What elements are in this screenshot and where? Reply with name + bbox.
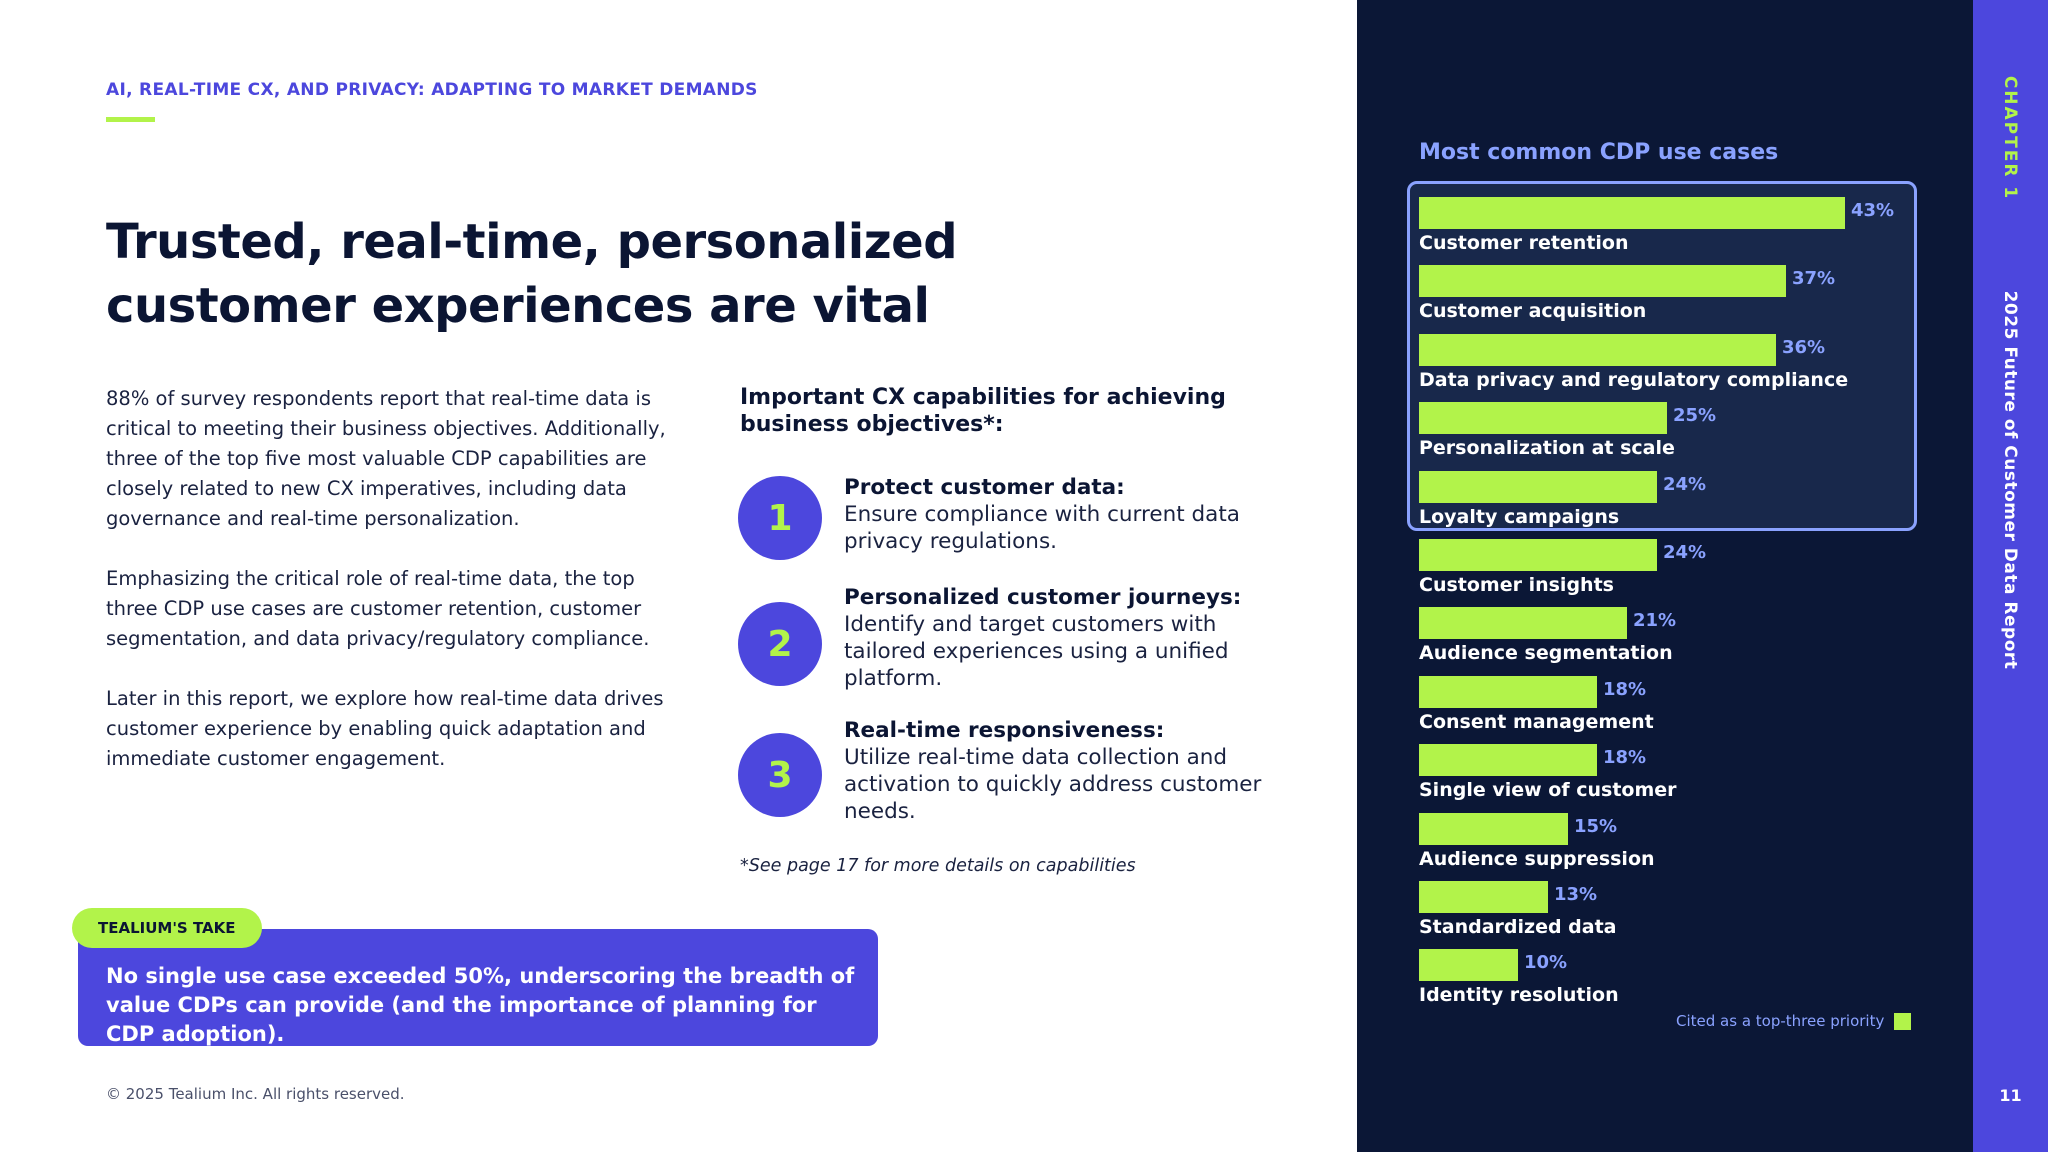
tealium-take-label: TEALIUM'S TAKE <box>72 908 262 948</box>
copyright: © 2025 Tealium Inc. All rights reserved. <box>106 1085 405 1103</box>
bar-category-label: Customer insights <box>1419 574 1614 596</box>
body-text: 88% of survey respondents report that re… <box>106 384 686 804</box>
bar-category-label: Identity resolution <box>1419 984 1619 1007</box>
chapter-sidebar: CHAPTER 1 2025 Future of Customer Data R… <box>1973 0 2048 1152</box>
page-title-line-2: customer experiences are vital <box>106 278 930 334</box>
chart-row: 10% Identity resolution <box>1419 949 1939 1015</box>
capabilities-footnote: *See page 17 for more details on capabil… <box>740 856 1136 876</box>
page-title: Trusted, real-time, personalized custome… <box>106 210 1006 338</box>
chapter-label: CHAPTER 1 <box>2000 75 2020 201</box>
report-title: 2025 Future of Customer Data Report <box>2000 290 2020 670</box>
tealium-take-text: No single use case exceeded 50%, undersc… <box>106 964 855 1046</box>
chart-row: 24% Loyalty campaigns <box>1419 470 1939 537</box>
chart-bar <box>1419 402 1667 435</box>
chart-bar <box>1419 812 1568 845</box>
chart-bar <box>1419 333 1776 366</box>
chart-bar <box>1419 744 1597 777</box>
chart-row: 25% Personalization at scale <box>1419 402 1939 468</box>
bar-value-label: 24% <box>1663 542 1707 563</box>
chart-row: 43% Customer retention <box>1419 197 1939 263</box>
bar-category-label: Data privacy and regulatory compliance <box>1419 368 1849 391</box>
bar-value-label: 13% <box>1554 884 1598 905</box>
chart-title: Most common CDP use cases <box>1419 140 1779 165</box>
tealium-take-box: No single use case exceeded 50%, undersc… <box>78 929 878 1046</box>
bar-value-label: 37% <box>1792 268 1836 290</box>
bar-value-label: 24% <box>1663 473 1707 495</box>
bar-value-label: 43% <box>1851 200 1895 221</box>
main-panel: AI, REAL-TIME CX, AND PRIVACY: ADAPTING … <box>72 80 1284 1103</box>
bar-value-label: 15% <box>1574 815 1618 837</box>
chart-row: 13% Standardized data <box>1419 881 1939 947</box>
page-number: 11 <box>1999 1086 2022 1105</box>
section-kicker: AI, REAL-TIME CX, AND PRIVACY: ADAPTING … <box>106 80 758 100</box>
capability-text-2: Personalized customer journeys: Identify… <box>844 584 1284 692</box>
bar-value-label: 21% <box>1633 610 1677 632</box>
body-paragraph-1: 88% of survey respondents report that re… <box>106 387 666 530</box>
capability-number-3: 3 <box>738 733 822 817</box>
chart-legend: Cited as a top-three priority <box>1676 1012 1912 1030</box>
chart-row: 21% Audience segmentation <box>1419 607 1939 673</box>
chart-row: 37% Customer acquisition <box>1419 265 1939 331</box>
bar-category-label: Audience suppression <box>1419 847 1655 870</box>
capability-heading-1: Protect customer data: <box>844 475 1125 500</box>
chart-bar <box>1419 675 1597 708</box>
bar-value-label: 36% <box>1782 336 1826 358</box>
chart-row: 18% Consent management <box>1419 675 1939 742</box>
chart-row: 18% Single view of customer <box>1419 744 1939 810</box>
bar-value-label: 10% <box>1524 952 1568 974</box>
bar-category-label: Loyalty campaigns <box>1419 505 1620 528</box>
bar-category-label: Consent management <box>1419 710 1654 733</box>
chart-panel: Most common CDP use cases 43% Customer re… <box>1357 0 1973 1152</box>
chart-row: 36% Data privacy and regulatory complianc… <box>1419 333 1939 400</box>
capability-text-3: Real-time responsiveness: Utilize real-t… <box>844 717 1284 825</box>
page-title-line-1: Trusted, real-time, personalized <box>106 214 958 270</box>
bar-category-label: Single view of customer <box>1419 779 1677 802</box>
chart-bar <box>1419 197 1845 229</box>
body-paragraph-2: Emphasizing the critical role of real-ti… <box>106 567 650 650</box>
bar-category-label: Customer retention <box>1419 232 1629 254</box>
capability-text-1: Protect customer data: Ensure compliance… <box>844 474 1284 555</box>
legend-label: Cited as a top-three priority <box>1676 1012 1885 1030</box>
bar-value-label: 18% <box>1603 747 1647 769</box>
capability-description-2: Identify and target customers with tailo… <box>844 612 1229 691</box>
legend-swatch <box>1894 1012 1912 1030</box>
bar-category-label: Audience segmentation <box>1419 642 1673 665</box>
bar-value-label: 18% <box>1603 678 1647 700</box>
bar-value-label: 25% <box>1673 405 1717 427</box>
bar-category-label: Personalization at scale <box>1419 437 1675 460</box>
chart-bar <box>1419 607 1627 640</box>
chart-bar <box>1419 265 1786 298</box>
bar-category-label: Customer acquisition <box>1419 300 1647 323</box>
capability-number-1: 1 <box>738 476 822 560</box>
chart-bar <box>1419 881 1548 913</box>
capability-heading-3: Real-time responsiveness: <box>844 718 1165 743</box>
chart-row: 15% Audience suppression <box>1419 812 1939 879</box>
body-paragraph-3: Later in this report, we explore how rea… <box>106 687 664 770</box>
chart-bar <box>1419 470 1657 503</box>
capability-number-2: 2 <box>738 602 822 686</box>
capability-description-1: Ensure compliance with current data priv… <box>844 502 1240 554</box>
capabilities-title: Important CX capabilities for achieving … <box>740 385 1226 437</box>
chart-bar <box>1419 539 1657 571</box>
chart-bar <box>1419 949 1518 982</box>
chart-row: 24% Customer insights <box>1419 539 1939 605</box>
bar-category-label: Standardized data <box>1419 916 1617 938</box>
capability-description-3: Utilize real-time data collection and ac… <box>844 745 1262 824</box>
kicker-accent-bar <box>106 117 155 122</box>
capability-heading-2: Personalized customer journeys: <box>844 585 1242 610</box>
